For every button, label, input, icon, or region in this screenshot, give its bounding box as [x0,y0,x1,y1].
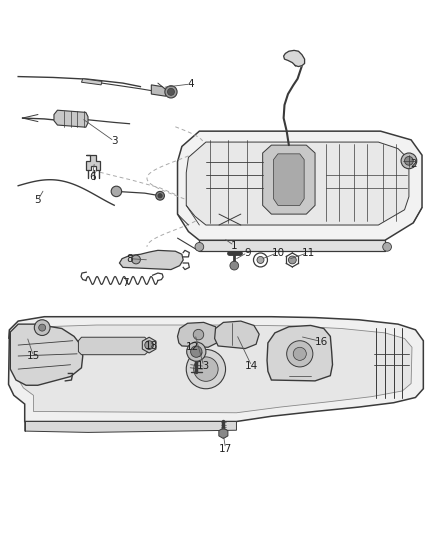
Circle shape [132,255,141,264]
Circle shape [39,324,46,331]
Polygon shape [199,240,385,251]
Polygon shape [263,145,315,214]
Circle shape [193,329,204,340]
Text: 8: 8 [126,254,133,264]
Circle shape [293,348,306,360]
Circle shape [254,253,268,267]
Polygon shape [219,428,228,439]
Polygon shape [215,321,259,349]
Circle shape [158,193,162,198]
Polygon shape [284,51,304,67]
Polygon shape [54,110,88,127]
Text: 3: 3 [111,136,117,146]
Circle shape [155,191,164,200]
Polygon shape [18,325,412,413]
Text: 16: 16 [315,337,328,346]
Circle shape [194,357,218,381]
Circle shape [257,256,264,263]
Circle shape [191,346,202,357]
Polygon shape [267,326,332,381]
Polygon shape [9,317,424,422]
Circle shape [287,341,313,367]
Text: 12: 12 [186,342,199,352]
Circle shape [34,320,50,335]
Text: 6: 6 [89,172,95,182]
Text: 4: 4 [187,79,194,89]
Text: 13: 13 [197,361,210,371]
Text: 5: 5 [35,195,41,205]
Polygon shape [78,337,148,354]
Circle shape [401,153,417,169]
Circle shape [405,157,413,165]
Text: 2: 2 [410,159,417,169]
Text: 10: 10 [272,247,285,257]
Text: 7: 7 [122,278,128,288]
Circle shape [195,350,202,357]
Text: 1: 1 [231,240,237,251]
Polygon shape [177,131,422,240]
Polygon shape [151,85,167,96]
Circle shape [111,186,122,197]
Text: 14: 14 [245,361,258,371]
Circle shape [195,243,204,251]
Polygon shape [81,79,102,85]
Polygon shape [25,422,237,432]
Polygon shape [86,155,100,171]
Text: 9: 9 [244,247,251,257]
Circle shape [288,256,296,264]
Polygon shape [186,142,409,225]
Circle shape [165,86,177,98]
Circle shape [383,243,392,251]
Circle shape [186,350,226,389]
Circle shape [167,88,174,95]
Polygon shape [11,324,83,385]
Polygon shape [142,337,156,353]
Circle shape [230,261,239,270]
Polygon shape [120,251,183,270]
Text: 11: 11 [302,247,315,257]
Polygon shape [274,154,304,205]
Text: 18: 18 [145,341,158,351]
Text: 15: 15 [27,351,40,361]
Text: 17: 17 [219,443,232,454]
Circle shape [145,341,153,350]
Polygon shape [177,322,219,348]
Circle shape [187,342,206,361]
